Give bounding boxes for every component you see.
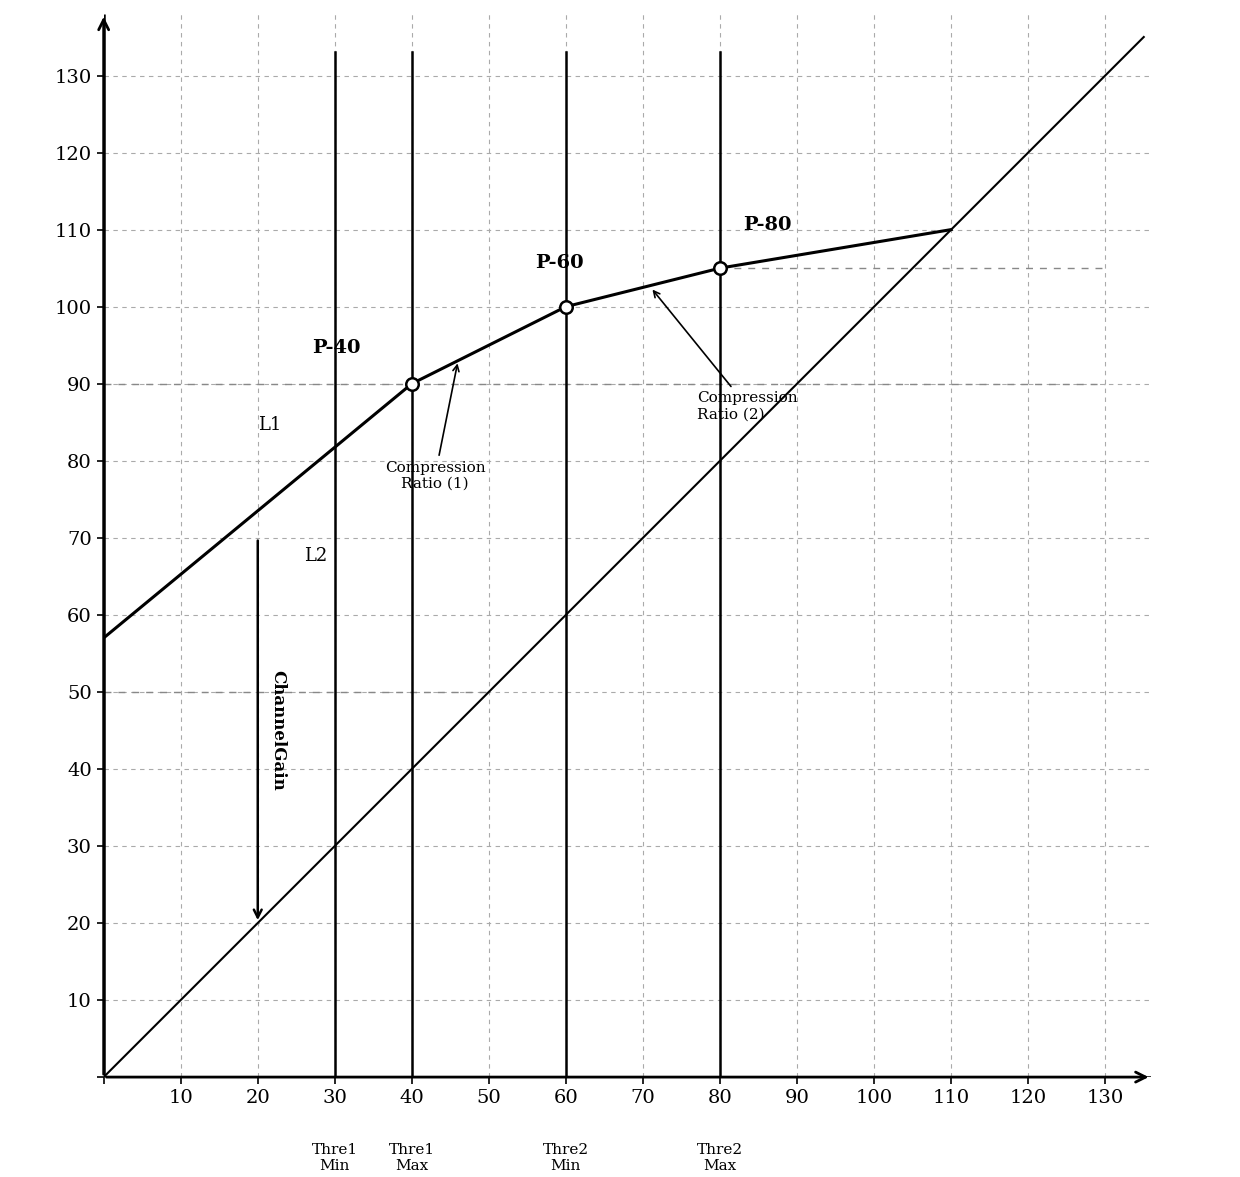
Text: P-60: P-60 [536,254,584,272]
Text: Thre1
Max: Thre1 Max [389,1143,435,1172]
Text: Thre2
Min: Thre2 Min [543,1143,589,1172]
Text: P-40: P-40 [311,339,360,357]
Text: P-80: P-80 [743,215,791,233]
Text: ChannelGain: ChannelGain [269,670,286,791]
Text: L2: L2 [304,547,327,565]
Text: Compression
Ratio (1): Compression Ratio (1) [384,365,485,491]
Text: L1: L1 [258,415,281,434]
Text: Thre1
Min: Thre1 Min [311,1143,358,1172]
Text: Compression
Ratio (2): Compression Ratio (2) [653,291,797,421]
Text: Thre2
Max: Thre2 Max [697,1143,743,1172]
